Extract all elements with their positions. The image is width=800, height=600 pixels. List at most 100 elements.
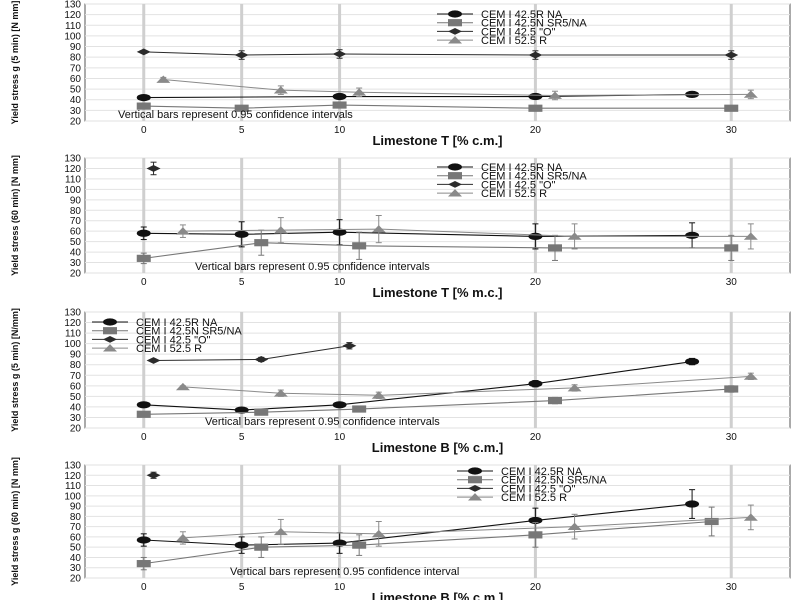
legend-label: CEM I 52.5 R	[481, 188, 547, 200]
series-2	[136, 506, 719, 571]
y-tick-label: 130	[64, 0, 81, 11]
legend-marker-circle	[448, 10, 462, 18]
x-tick-label: 5	[239, 125, 245, 136]
legend-marker-triangle	[468, 493, 482, 501]
data-point-triangle	[175, 533, 190, 542]
data-point-circle	[136, 536, 151, 544]
y-tick-label: 80	[70, 53, 82, 64]
x-tick-label: 10	[334, 582, 346, 593]
legend-label: CEM I 42.5R NA	[481, 9, 563, 21]
series-4	[175, 372, 758, 399]
y-tick-label: 70	[70, 216, 82, 227]
x-tick-label: 0	[141, 432, 147, 443]
y-tick-label: 100	[64, 491, 81, 502]
y-tick-label: 30	[70, 413, 82, 424]
data-point-triangle	[273, 86, 288, 94]
legend-marker-triangle	[448, 36, 462, 44]
y-tick-label: 130	[64, 461, 81, 472]
data-point-square	[352, 541, 367, 549]
data-point-circle	[234, 541, 249, 549]
y-tick-label: 70	[70, 371, 82, 382]
series-4	[175, 504, 758, 547]
y-tick-label: 80	[70, 512, 82, 523]
x-tick-label: 5	[239, 582, 245, 593]
y-tick-label: 20	[70, 424, 82, 435]
data-point-triangle	[175, 227, 190, 235]
y-tick-label: 40	[70, 95, 82, 106]
legend-marker-circle	[468, 467, 482, 475]
legend-marker-diamond	[448, 181, 462, 188]
x-tick-label: 10	[334, 432, 346, 443]
data-point-triangle	[273, 226, 288, 234]
data-point-square	[724, 385, 739, 393]
data-point-triangle	[371, 391, 386, 399]
y-tick-label: 20	[70, 117, 82, 128]
y-tick-label: 120	[64, 471, 81, 482]
y-tick-label: 30	[70, 106, 82, 117]
data-point-triangle	[567, 232, 582, 240]
data-point-circle	[136, 229, 151, 237]
y-tick-label: 50	[70, 543, 82, 554]
data-point-square	[136, 102, 151, 110]
y-tick-label: 120	[64, 318, 81, 329]
y-axis-label: Yield stress g (60 min) [N mm]	[10, 457, 20, 586]
legend-label: CEM I 42.5N SR5/NA	[481, 171, 587, 183]
data-point-square	[352, 405, 367, 413]
legend-marker-diamond	[468, 485, 482, 492]
legend-marker-square	[448, 19, 462, 27]
data-point-square	[136, 410, 151, 418]
y-tick-label: 60	[70, 74, 82, 85]
y-tick-label: 90	[70, 502, 82, 513]
y-tick-label: 110	[65, 21, 81, 32]
data-point-triangle	[743, 513, 758, 521]
series-3	[146, 471, 161, 479]
plot-area	[84, 464, 791, 579]
data-point-square	[332, 101, 347, 109]
x-tick-label: 20	[530, 432, 542, 443]
plot-area	[84, 311, 791, 429]
data-point-circle	[528, 92, 543, 101]
data-point-square	[234, 104, 249, 112]
confidence-note: Vertical bars represent 0.95 confidence …	[195, 261, 430, 273]
y-tick-label: 130	[64, 154, 81, 165]
y-tick-label: 60	[70, 381, 82, 392]
data-point-diamond	[136, 48, 151, 56]
data-point-circle	[332, 539, 347, 547]
y-tick-label: 40	[70, 402, 82, 413]
data-point-triangle	[567, 522, 582, 531]
x-tick-label: 0	[141, 125, 147, 136]
confidence-note: Vertical bars represent 0.95 confidence …	[118, 109, 353, 121]
data-point-circle	[332, 401, 347, 409]
x-tick-label: 20	[530, 277, 542, 288]
data-point-circle	[234, 406, 249, 414]
data-point-diamond	[528, 51, 543, 59]
y-tick-label: 60	[70, 532, 82, 543]
legend-marker-circle	[103, 318, 117, 326]
data-point-triangle	[743, 372, 758, 380]
y-tick-label: 30	[70, 563, 82, 574]
y-tick-label: 90	[70, 350, 82, 361]
data-point-triangle	[743, 90, 758, 98]
y-tick-label: 50	[70, 85, 82, 96]
y-tick-label: 100	[64, 185, 81, 196]
y-tick-label: 130	[64, 308, 81, 319]
y-tick-label: 70	[70, 63, 82, 74]
data-point-triangle	[352, 88, 367, 96]
data-point-square	[136, 560, 151, 568]
y-tick-label: 100	[64, 31, 81, 42]
series-4	[175, 215, 758, 250]
y-axis-label: Yield stress g (5 min) [N mm]	[10, 1, 20, 125]
y-tick-label: 110	[65, 174, 81, 185]
legend-marker-triangle	[448, 189, 462, 197]
legend-marker-diamond	[448, 28, 462, 35]
x-axis-label: Limestone T [% c.m.]	[372, 133, 502, 148]
x-tick-label: 5	[239, 432, 245, 443]
x-axis-label: Limestone T [% m.c.]	[372, 285, 502, 300]
x-tick-label: 10	[334, 125, 346, 136]
y-axis-label: Yield stress (60 min) [N mm]	[10, 155, 20, 276]
confidence-note: Vertical bars represent 0.95 confidence …	[205, 416, 440, 428]
confidence-note: Vertical bars represent 0.95 confidence …	[230, 566, 459, 578]
